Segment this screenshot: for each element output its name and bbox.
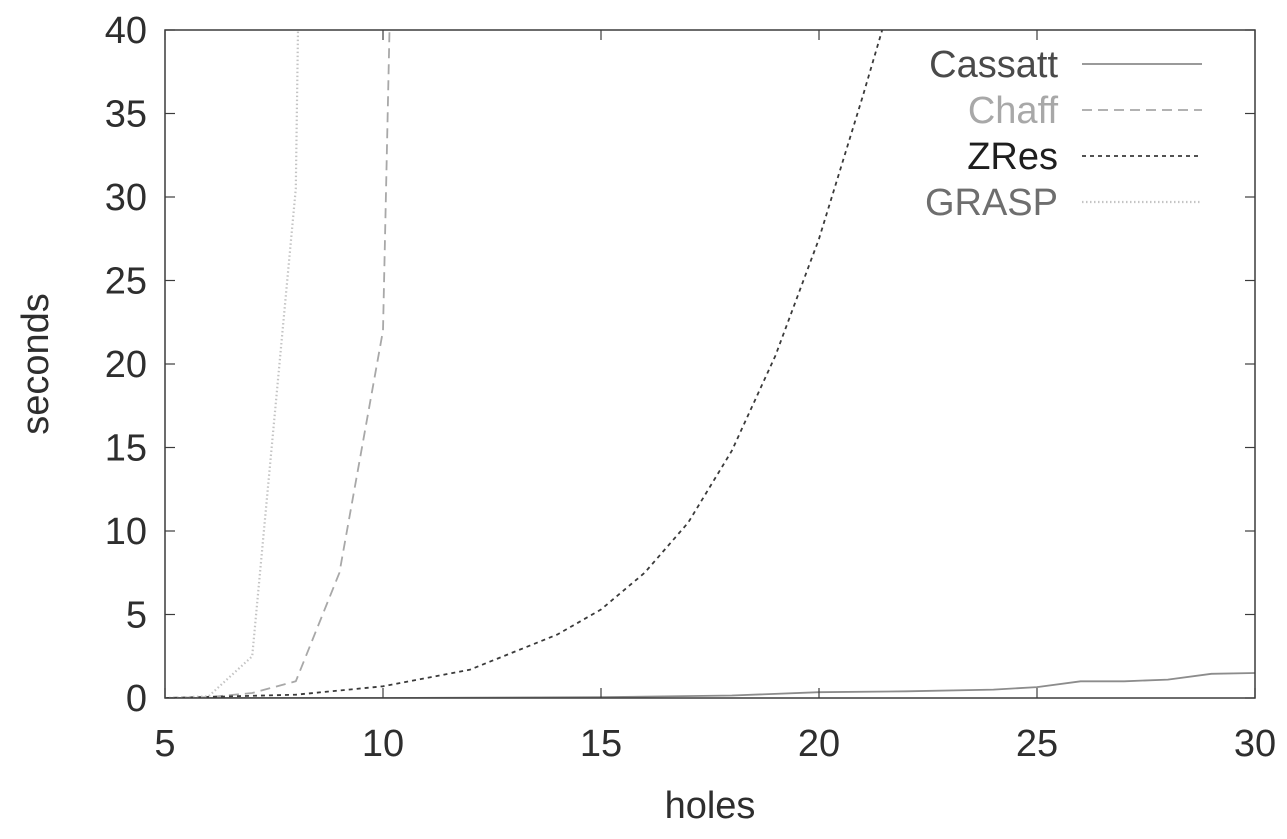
x-tick-label: 10 [362,723,404,765]
y-tick-label: 25 [105,261,147,303]
y-tick-label: 35 [105,94,147,136]
series-line-grasp [165,30,300,698]
y-tick-label: 10 [105,511,147,553]
x-tick-label: 25 [1016,723,1058,765]
series-line-chaff [165,30,391,698]
y-axis-label: seconds [15,293,57,435]
series-line-zres [165,30,884,698]
x-tick-label: 20 [798,723,840,765]
series-line-cassatt [165,672,1255,698]
x-tick-label: 30 [1234,723,1276,765]
legend-label-cassatt: Cassatt [929,44,1058,86]
y-tick-label: 30 [105,177,147,219]
y-tick-label: 15 [105,428,147,470]
x-tick-label: 5 [154,723,175,765]
y-tick-label: 40 [105,10,147,52]
x-axis-label: holes [665,785,756,827]
y-tick-label: 20 [105,344,147,386]
x-tick-label: 15 [580,723,622,765]
legend-label-chaff: Chaff [968,90,1059,132]
y-tick-label: 5 [126,595,147,637]
y-tick-label: 0 [126,678,147,720]
legend-label-grasp: GRASP [925,182,1058,224]
series-layer [165,30,1255,698]
plot-frame [164,29,1256,699]
legend-label-zres: ZRes [967,136,1058,178]
